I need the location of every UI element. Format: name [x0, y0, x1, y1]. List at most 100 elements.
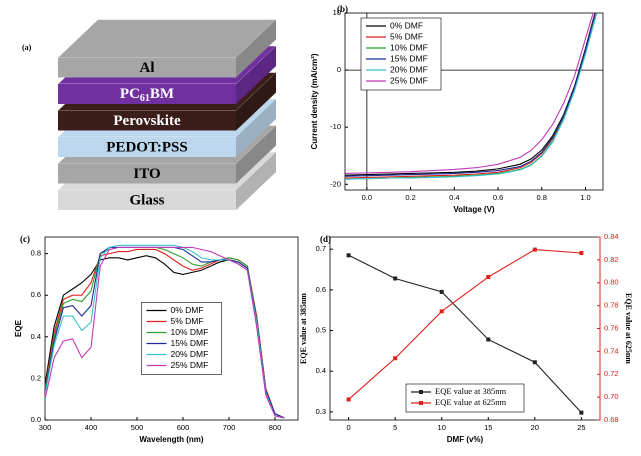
marker: [393, 276, 398, 281]
layer-side-shade: [236, 19, 276, 78]
marker: [486, 337, 491, 342]
x-tick-label: 1.0: [580, 193, 590, 202]
y-tick-label: 0.0: [31, 415, 41, 424]
y-tick-label: 10: [333, 8, 341, 17]
legend-label: 5% DMF: [171, 316, 204, 326]
legend-label: 25% DMF: [171, 360, 209, 370]
x-tick-label: 10: [438, 423, 446, 432]
y2-tick-label: 0.74: [604, 346, 619, 355]
layer-label: PC61BM: [120, 86, 174, 104]
layer-side: [236, 72, 276, 131]
layer-side-shade: [236, 46, 276, 104]
y2-tick-label: 0.78: [604, 301, 619, 310]
layer-side: [236, 19, 276, 78]
legend-box: [360, 17, 442, 91]
y-tick-label: 0.5: [316, 326, 326, 335]
plot-frame: [44, 236, 299, 421]
x-axis-title: Voltage (V): [453, 205, 495, 214]
legend-label: 20% DMF: [390, 64, 428, 74]
y-tick-label: 0.6: [316, 285, 326, 294]
panel-label: (b): [337, 4, 348, 14]
layer-side: [236, 152, 276, 210]
layer-side-shade: [236, 99, 276, 157]
legend-label: 5% DMF: [390, 31, 423, 41]
layer-label: ITO: [133, 166, 160, 182]
layer-front: [58, 137, 236, 157]
layer-label: Al: [140, 60, 155, 76]
y2-axis-title: EQE value at 625nm: [624, 293, 633, 364]
x-tick-label: 25: [577, 423, 585, 432]
panel-label: (d): [320, 234, 331, 244]
y2-tick-label: 0.68: [604, 415, 619, 424]
layer-label: PEDOT:PSS: [106, 139, 187, 155]
y-tick-label: 0.2: [31, 373, 41, 382]
marker: [532, 360, 537, 365]
y2-tick-label: 0.80: [604, 278, 619, 287]
y-tick-label: 0.8: [31, 249, 41, 258]
layer-front: [58, 190, 236, 210]
x-tick-label: 500: [131, 423, 144, 432]
panel-label: (c): [20, 234, 30, 244]
marker: [346, 253, 351, 258]
legend-label: 15% DMF: [171, 338, 209, 348]
layer-label-part: BM: [150, 86, 174, 102]
layer-label: Perovskite: [113, 113, 181, 129]
x-tick-label: 400: [85, 423, 98, 432]
legend-label: EQE value at 385nm: [435, 386, 506, 396]
legend-label: 10% DMF: [171, 327, 209, 337]
legend-marker: [419, 401, 423, 405]
panel-label: (a): [22, 43, 32, 52]
x-tick-label: 700: [223, 423, 236, 432]
x-tick-label: 5: [393, 423, 397, 432]
layer-front: [58, 163, 236, 184]
x-tick-label: 600: [177, 423, 190, 432]
x-axis-title: Wavelength (nm): [139, 435, 203, 444]
plot-area: [45, 244, 285, 419]
layer-label-part: 61: [140, 93, 150, 104]
y-tick-label: 0.6: [31, 290, 41, 299]
x-tick-label: 15: [484, 423, 492, 432]
layer-side-shade: [236, 72, 276, 131]
marker: [579, 410, 584, 415]
y-axis-title: Current density (mA/cm²): [310, 53, 319, 149]
plot-frame: [344, 12, 604, 191]
legend-label: 10% DMF: [390, 42, 428, 52]
legend-box: [141, 302, 222, 375]
y-tick-label: -10: [330, 122, 341, 131]
plot-area: [345, 13, 597, 180]
legend-label: 0% DMF: [390, 20, 423, 30]
marker: [579, 251, 584, 256]
legend-label: 25% DMF: [390, 75, 428, 85]
x-tick-label: 0.0: [362, 193, 372, 202]
y-tick-label: 0.7: [316, 244, 326, 253]
legend-label: 15% DMF: [390, 53, 428, 63]
layer-side-shade: [236, 125, 276, 184]
legend-label: 0% DMF: [171, 305, 204, 315]
layer-front: [58, 84, 236, 104]
x-tick-label: 20: [531, 423, 539, 432]
y-tick-label: 0: [337, 65, 341, 74]
x-tick-label: 0.6: [493, 193, 503, 202]
y-tick-label: 0.4: [31, 332, 41, 341]
x-tick-label: 800: [269, 423, 282, 432]
series-line: [345, 13, 597, 180]
series-line: [348, 249, 582, 400]
series-line: [45, 246, 285, 419]
legend-box: [405, 383, 525, 413]
x-tick-label: 0: [347, 423, 351, 432]
y-axis-title: EQE: [14, 319, 23, 337]
y2-tick-label: 0.82: [604, 255, 619, 264]
marker: [393, 356, 398, 361]
marker: [439, 289, 444, 294]
marker: [346, 397, 351, 402]
layer-front: [58, 110, 236, 131]
marker: [486, 275, 491, 280]
x-tick-label: 0.4: [449, 193, 459, 202]
y2-tick-label: 0.72: [604, 369, 619, 378]
y2-tick-label: 0.70: [604, 392, 619, 401]
x-tick-label: 0.2: [405, 193, 415, 202]
series-line: [348, 254, 582, 414]
plot-area: [346, 247, 584, 415]
marker: [532, 247, 537, 252]
x-axis-title: DMF (v%): [447, 435, 484, 444]
